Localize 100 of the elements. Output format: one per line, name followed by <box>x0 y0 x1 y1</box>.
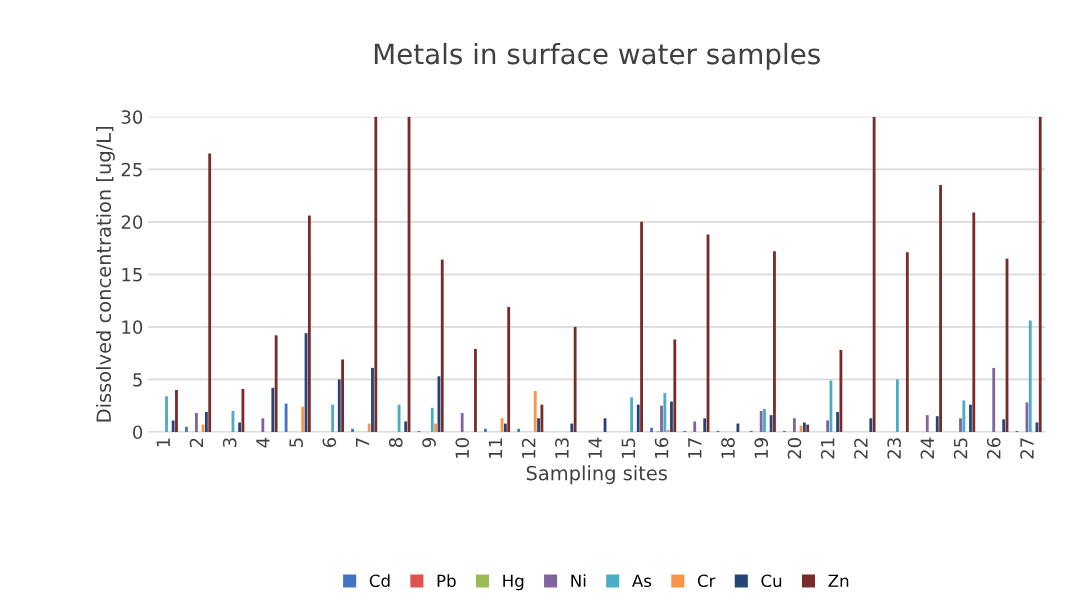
x-tick-label: 19 <box>754 438 769 458</box>
x-tick-label: 27 <box>1020 438 1034 459</box>
x-tick-label: 12 <box>521 438 536 458</box>
bar <box>1028 320 1032 432</box>
bar <box>1038 116 1042 432</box>
bar <box>836 412 839 432</box>
bar <box>367 423 371 432</box>
bar <box>440 259 444 432</box>
bar <box>693 421 697 432</box>
y-tick-label: 30 <box>121 110 143 124</box>
x-tick-label: 11 <box>488 438 503 458</box>
bar <box>374 116 378 432</box>
bar <box>484 428 487 432</box>
bar <box>165 396 168 432</box>
bar <box>992 367 996 432</box>
x-tick-label: 3 <box>222 438 237 447</box>
bar <box>537 418 540 432</box>
bar <box>430 407 434 432</box>
x-tick-label: 21 <box>820 438 835 459</box>
x-tick-label: 1 <box>156 438 170 447</box>
bar <box>238 422 241 432</box>
bar <box>460 413 464 432</box>
bar <box>533 390 537 432</box>
bar <box>1035 422 1039 432</box>
bar <box>630 397 634 432</box>
bar <box>573 326 577 432</box>
x-tick-label: 17 <box>688 438 702 458</box>
legend-label: As <box>632 574 652 588</box>
bar <box>640 221 643 432</box>
x-tick-label: 8 <box>388 438 403 448</box>
bar <box>670 401 673 432</box>
bar <box>351 428 354 432</box>
y-tick-label: 0 <box>133 425 143 440</box>
legend-label: Pb <box>437 574 456 588</box>
bar <box>703 418 707 432</box>
x-tick-label: 13 <box>555 438 569 458</box>
bar <box>759 410 763 432</box>
y-tick-label: 20 <box>121 215 143 229</box>
bar <box>307 215 311 432</box>
y-tick-label: 10 <box>122 320 143 335</box>
bar <box>806 424 810 432</box>
bar <box>517 428 521 432</box>
bar <box>337 379 341 432</box>
bar <box>650 427 653 432</box>
x-tick-label: 18 <box>721 438 735 458</box>
x-tick-label: 5 <box>289 438 303 447</box>
legend-label: Cd <box>369 574 390 588</box>
bar <box>171 420 175 432</box>
bar <box>905 252 909 432</box>
bar <box>1002 419 1006 432</box>
x-tick-label: 9 <box>422 438 436 448</box>
bar <box>763 408 766 432</box>
x-tick-label: 20 <box>787 438 802 459</box>
legend-label: Hg <box>503 574 524 591</box>
bar <box>636 404 640 432</box>
bar <box>503 423 507 432</box>
x-tick-label: 2 <box>189 438 204 447</box>
bar <box>341 359 344 432</box>
bar <box>261 418 265 432</box>
bar <box>673 339 677 432</box>
bar <box>959 418 962 432</box>
x-tick-label: 10 <box>455 438 470 458</box>
x-tick-label: 23 <box>887 438 901 459</box>
bar <box>284 403 288 432</box>
y-tick-label: 15 <box>122 268 142 282</box>
bar <box>331 404 335 432</box>
x-tick-label: 24 <box>920 437 934 459</box>
bar <box>371 367 374 432</box>
bar <box>869 418 873 432</box>
bar <box>872 116 876 432</box>
bar <box>474 348 477 432</box>
bar <box>939 185 942 432</box>
legend-label: Zn <box>828 574 849 587</box>
bar <box>204 412 208 432</box>
bar <box>540 404 544 432</box>
y-tick-label: 5 <box>133 373 142 387</box>
x-tick-label: 4 <box>256 437 270 448</box>
bar <box>175 389 178 432</box>
bar <box>434 423 438 432</box>
x-tick-label: 15 <box>621 438 636 458</box>
bar <box>660 405 663 432</box>
x-tick-label: 22 <box>854 438 868 459</box>
x-tick-label: 14 <box>588 437 602 458</box>
x-tick-label: 16 <box>654 437 669 458</box>
bar <box>826 420 830 432</box>
bar <box>208 153 212 432</box>
y-tick-label: 25 <box>121 162 142 177</box>
bar <box>663 393 667 432</box>
bar <box>792 418 796 432</box>
x-tick-label: 6 <box>322 437 337 448</box>
bar <box>839 350 843 432</box>
bar <box>895 379 899 432</box>
bar <box>507 306 511 432</box>
x-tick-label: 7 <box>355 438 370 447</box>
legend-label: Cr <box>697 574 716 588</box>
bar <box>194 413 198 432</box>
bar <box>274 335 278 432</box>
bar <box>773 251 776 432</box>
bar <box>666 429 670 432</box>
x-tick-label: 26 <box>986 437 1001 459</box>
